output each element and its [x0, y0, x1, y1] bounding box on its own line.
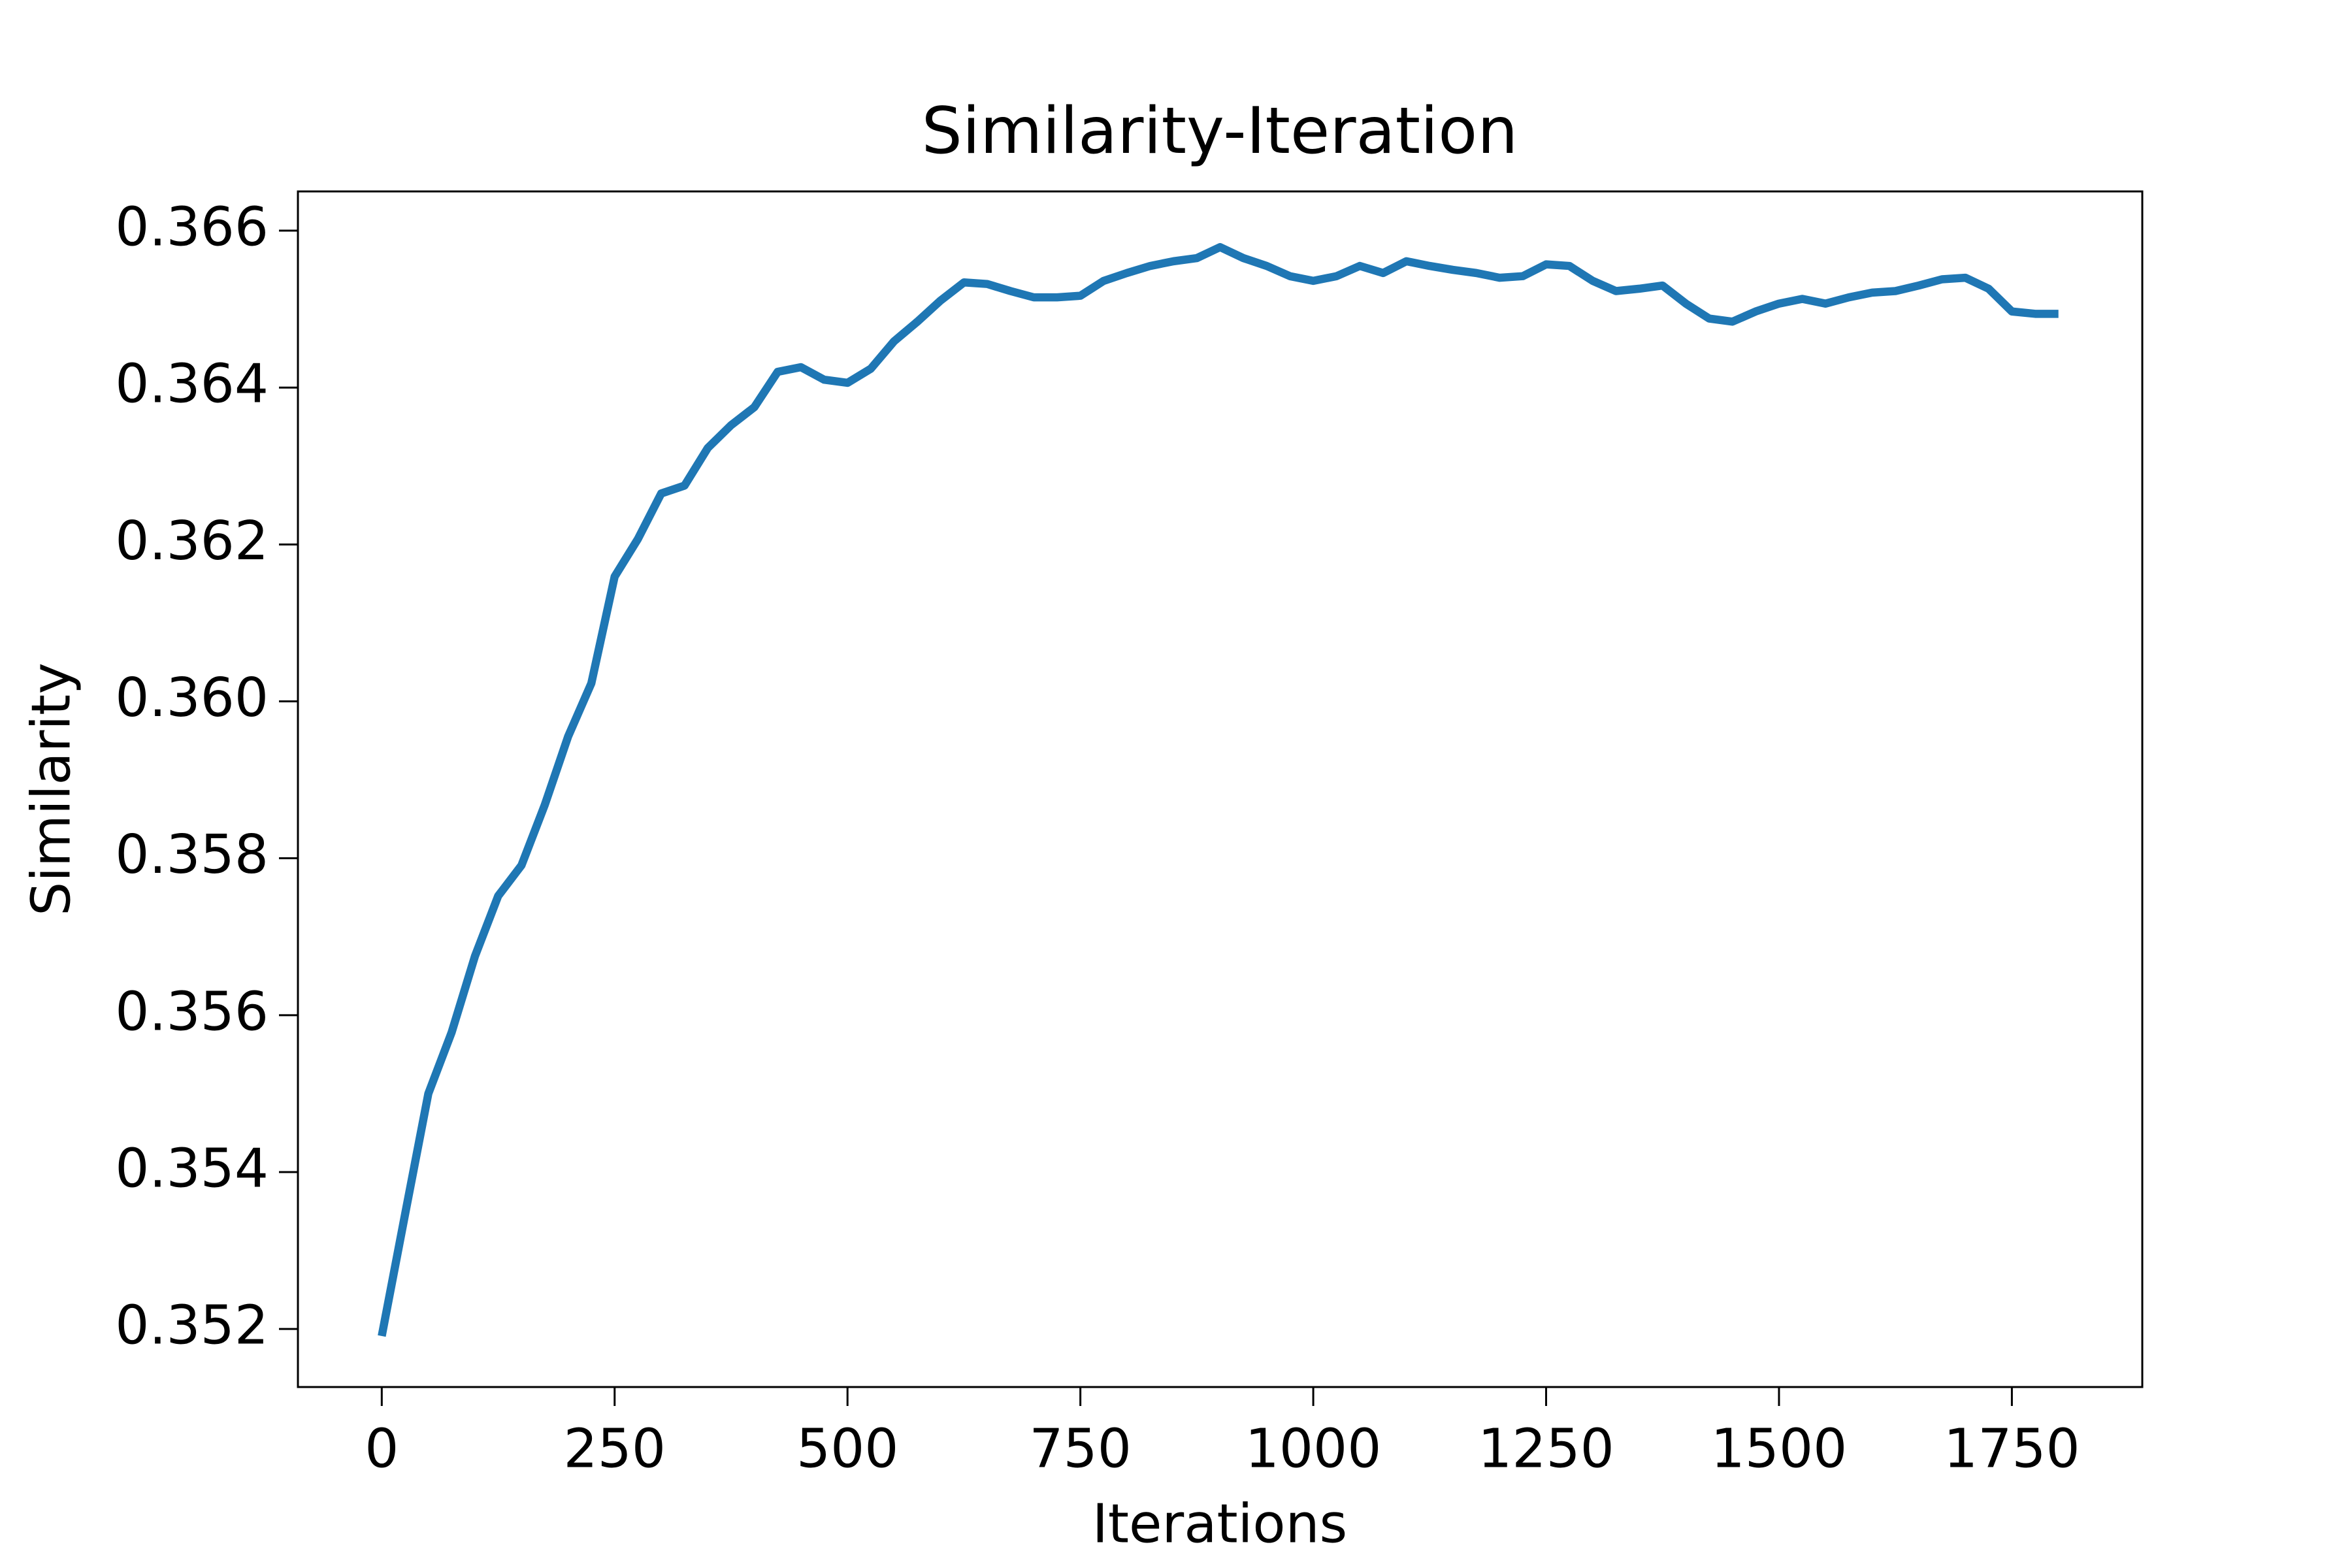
y-tick-label: 0.360: [115, 667, 269, 729]
x-tick-label: 750: [1029, 1418, 1132, 1480]
x-tick-label: 1250: [1478, 1418, 1614, 1480]
x-tick-label: 1500: [1711, 1418, 1848, 1480]
y-tick-label: 0.366: [115, 196, 269, 258]
y-tick-label: 0.362: [115, 510, 269, 572]
y-tick-label: 0.354: [115, 1137, 269, 1200]
y-tick-label: 0.352: [115, 1295, 269, 1357]
x-tick-label: 0: [365, 1418, 399, 1480]
x-tick-label: 1750: [1944, 1418, 2080, 1480]
y-tick-label: 0.364: [115, 353, 269, 416]
x-tick-label: 250: [563, 1418, 666, 1480]
x-tick-label: 500: [796, 1418, 899, 1480]
data-line: [378, 243, 2059, 1337]
y-tick-label: 0.358: [115, 824, 269, 886]
x-tick-label: 1000: [1245, 1418, 1382, 1480]
y-axis-label: Similarity: [20, 662, 82, 916]
plot-frame: [297, 190, 2144, 1388]
x-axis-label: Iterations: [1092, 1493, 1348, 1555]
y-tick-label: 0.356: [115, 981, 269, 1043]
chart-title: Similarity-Iteration: [922, 94, 1518, 169]
